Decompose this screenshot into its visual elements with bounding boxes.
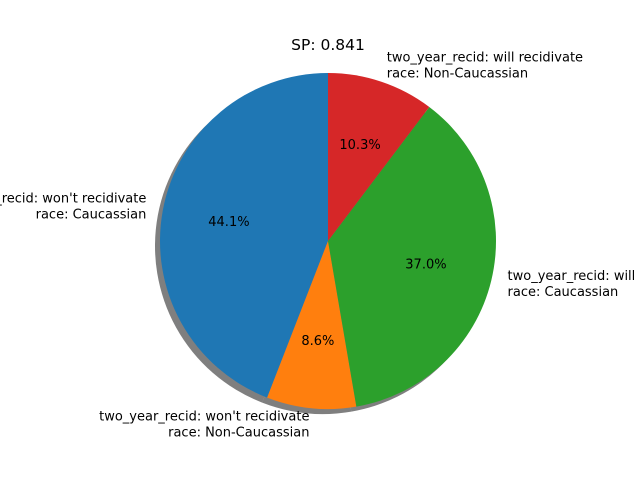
- pct-label-two-year-recid-will-recidivate-race-non-caucassian: 10.3%: [339, 138, 380, 153]
- slice-two-year-recid-won-t-recidivate-race-caucassian: [159, 73, 328, 398]
- slice-label-two-year-recid-won-t-recidivate-race-non-caucassian: two_year_recid: won't recidivate race: No…: [99, 409, 309, 440]
- pct-label-two-year-recid-will-recidivate-race-caucassian: 37.0%: [405, 257, 446, 272]
- slice-two-year-recid-will-recidivate-race-caucassian: [328, 106, 497, 407]
- pct-labels: 44.1% 8.6% 37.0% 10.3%: [208, 138, 446, 349]
- slice-label-line: race: Caucassian: [508, 285, 619, 300]
- slice-label-line: two_year_recid: won't recidivate: [0, 191, 146, 206]
- slice-label-line: race: Non-Caucassian: [387, 66, 528, 81]
- slice-label-line: race: Non-Caucassian: [168, 425, 309, 440]
- pct-label-two-year-recid-won-t-recidivate-race-non-caucassian: 8.6%: [301, 334, 334, 349]
- pct-label-two-year-recid-won-t-recidivate-race-caucassian: 44.1%: [208, 215, 249, 230]
- slice-two-year-recid-won-t-recidivate-race-non-caucassian: [267, 241, 357, 409]
- slice-label-line: race: Caucassian: [36, 207, 147, 222]
- slice-label-line: two_year_recid: won't recidivate: [99, 409, 309, 424]
- slice-label-line: two_year_recid: will recidivate: [508, 269, 640, 284]
- pie-slices: [159, 73, 497, 409]
- slice-label-line: two_year_recid: will recidivate: [387, 50, 583, 65]
- chart-title: SP: 0.841: [291, 36, 365, 54]
- slice-two-year-recid-will-recidivate-race-non-caucassian: [328, 73, 430, 241]
- slice-label-two-year-recid-will-recidivate-race-non-caucassian: two_year_recid: will recidivate race: Non…: [387, 50, 583, 81]
